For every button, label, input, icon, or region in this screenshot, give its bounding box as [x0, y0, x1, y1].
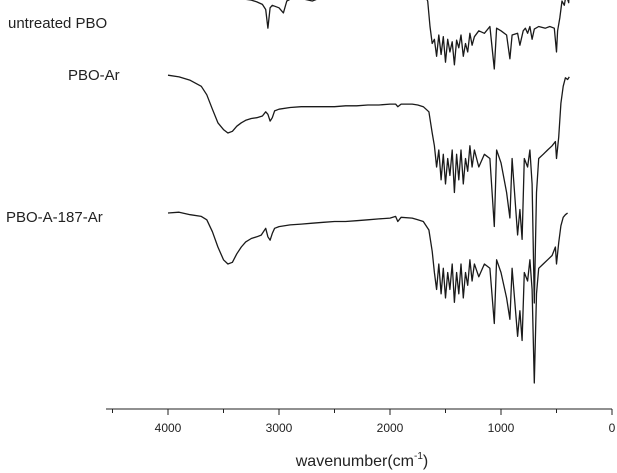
series-line-1 — [167, 74, 570, 304]
series-label-pbo-a-187-ar: PBO-A-187-Ar — [6, 209, 103, 226]
x-tick-label-0: 0 — [609, 421, 616, 435]
x-axis-label: wavenumber(cm-1) — [295, 451, 429, 470]
x-tick-label-4000: 4000 — [155, 421, 182, 435]
series-line-2 — [167, 211, 568, 384]
x-axis-label-close: ) — [423, 453, 428, 470]
series-label-pbo-ar: PBO-Ar — [68, 67, 120, 84]
x-axis-label-text: wavenumber(cm — [295, 453, 414, 470]
x-tick-label-3000: 3000 — [266, 421, 293, 435]
series-line-0 — [246, 0, 570, 70]
x-tick-label-1000: 1000 — [488, 421, 515, 435]
x-tick-label-2000: 2000 — [377, 421, 404, 435]
x-axis-label-superscript: -1 — [414, 451, 423, 462]
series-label-untreated-pbo: untreated PBO — [8, 15, 107, 32]
series-layer — [167, 0, 570, 384]
x-ticks: 4000 3000 2000 1000 0 — [112, 409, 616, 435]
